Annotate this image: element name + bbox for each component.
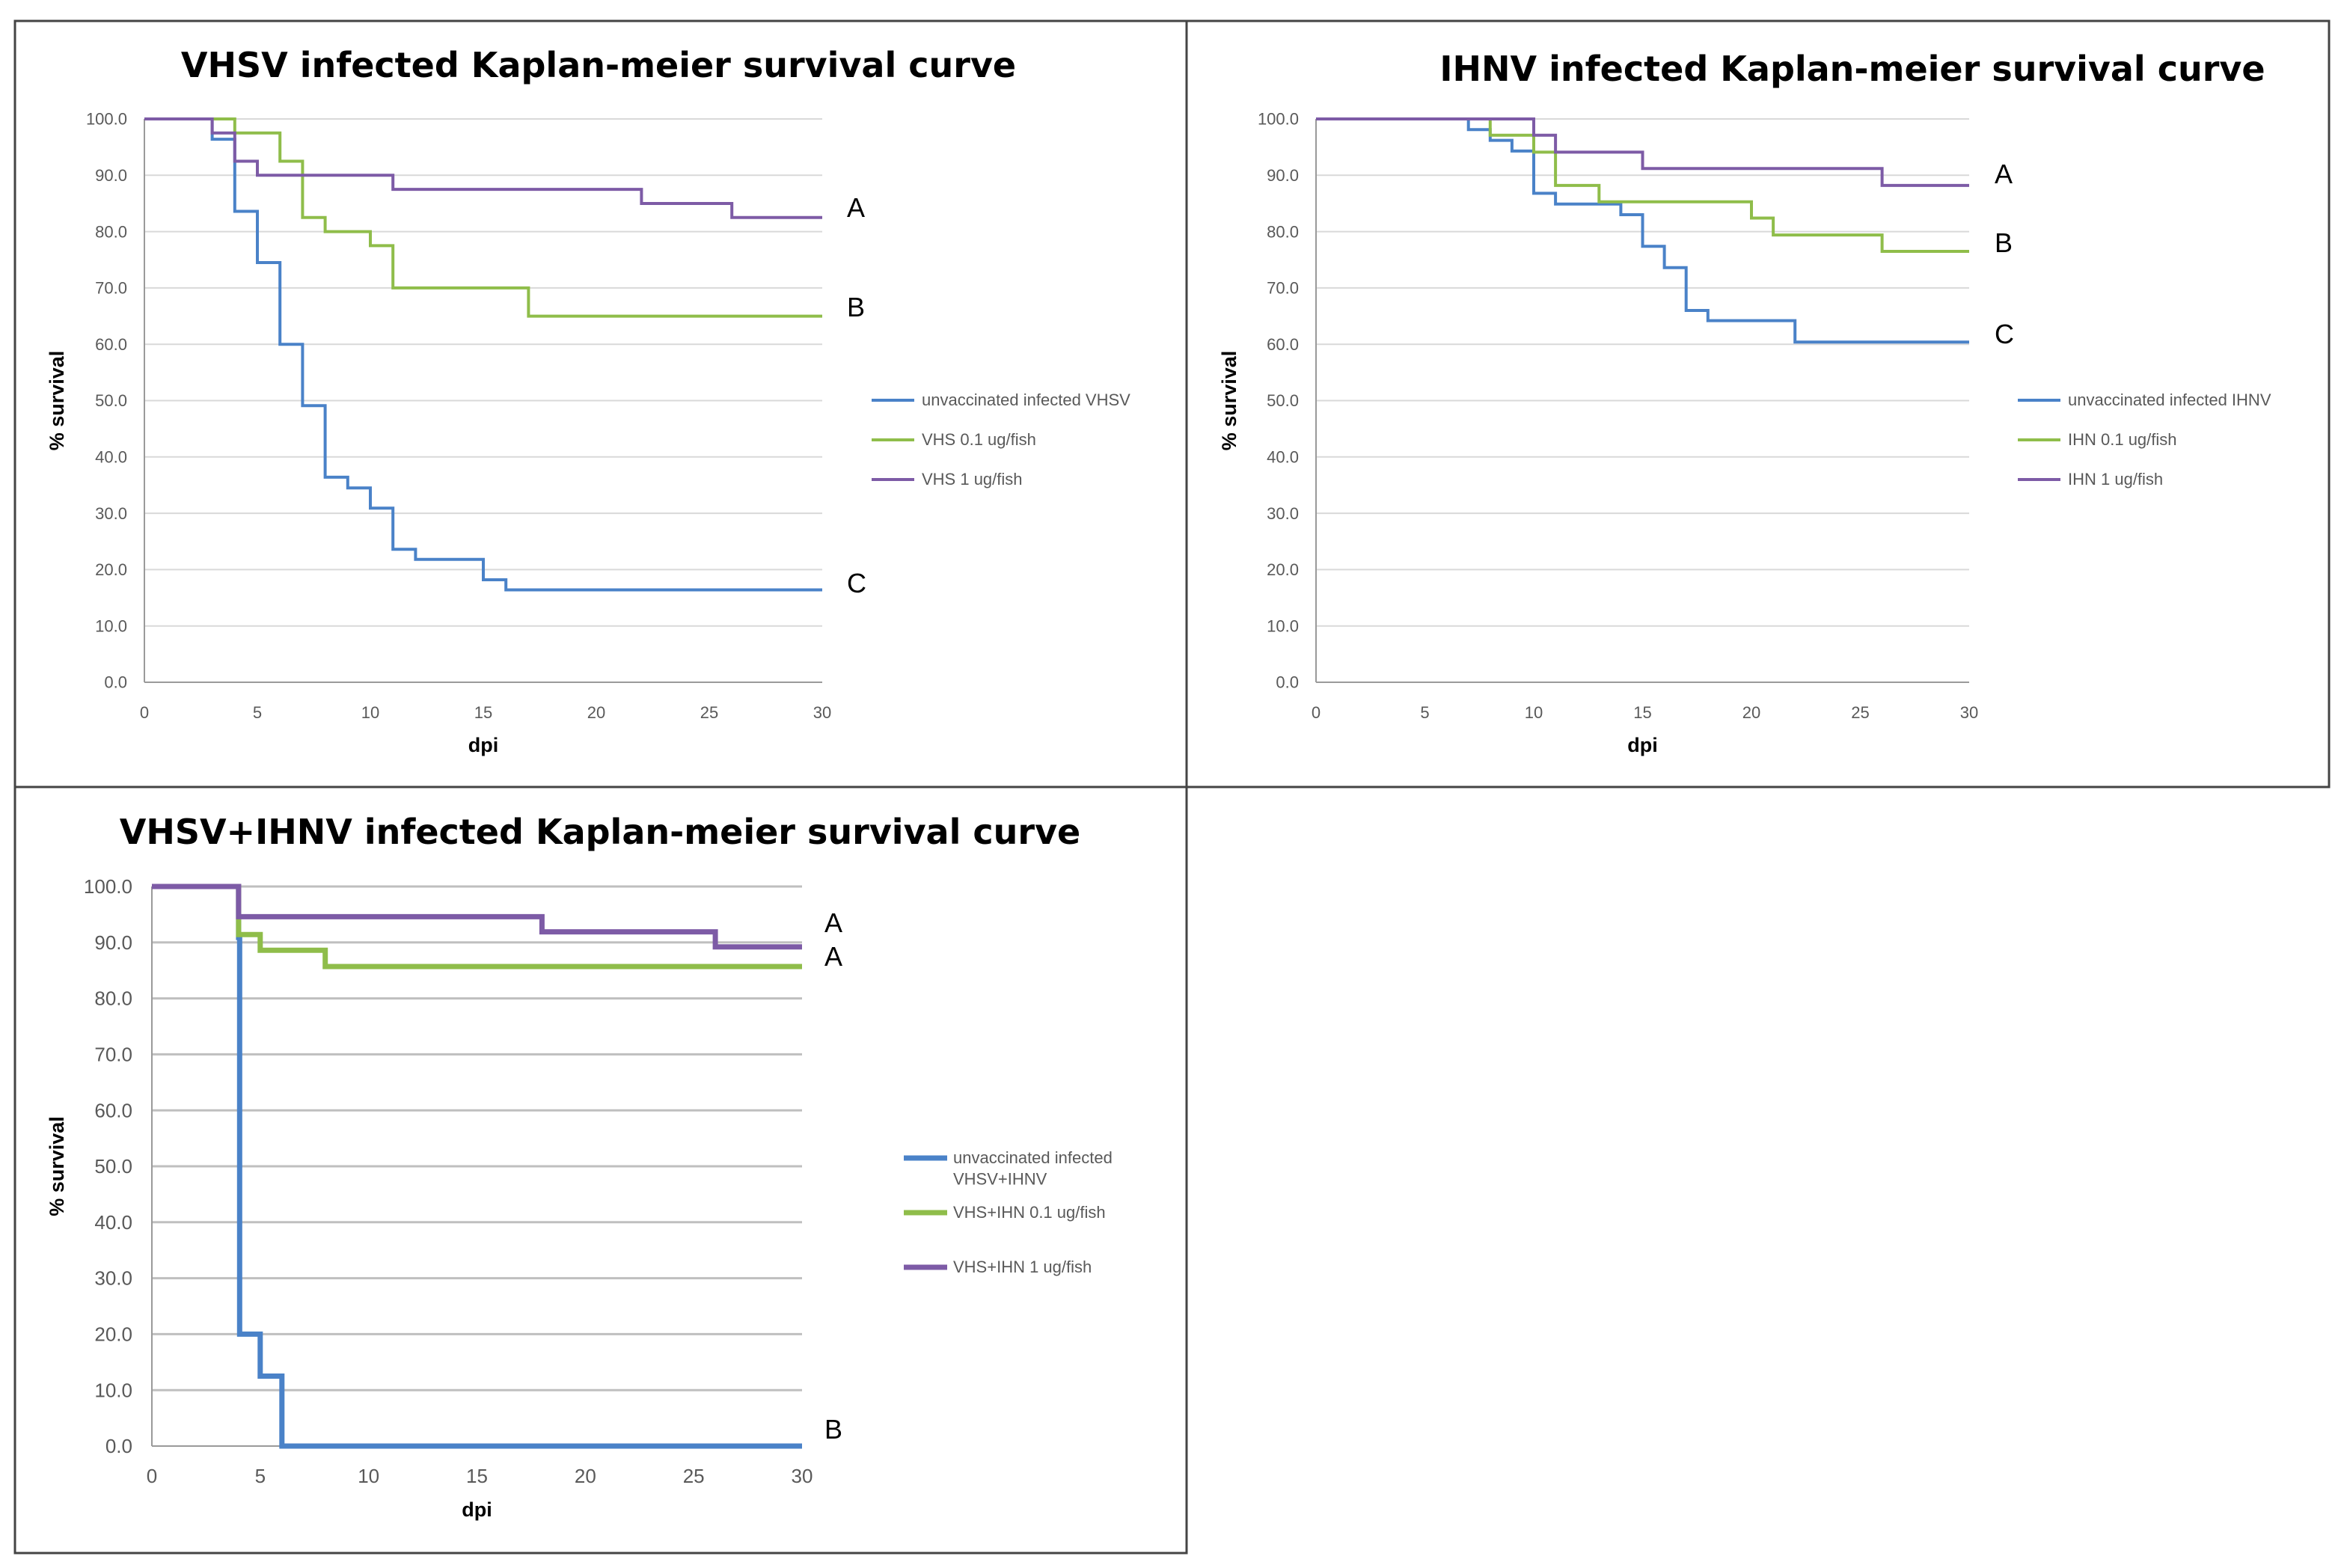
- y-axis-label: % survival: [46, 351, 68, 451]
- chart-title: VHSV infected Kaplan-meier survival curv…: [181, 45, 1016, 85]
- x-tick-label: 30: [1960, 703, 1978, 722]
- y-tick-label: 80.0: [1267, 222, 1299, 241]
- significance-letter: A: [824, 941, 842, 972]
- y-tick-label: 10.0: [95, 616, 127, 635]
- x-tick-label: 15: [466, 1465, 488, 1487]
- x-tick-label: 10: [361, 703, 379, 722]
- significance-letter: B: [824, 1414, 842, 1445]
- legend-label: VHS+IHN 0.1 ug/fish: [953, 1203, 1106, 1222]
- y-tick-label: 100.0: [84, 875, 132, 898]
- series-line-green: [144, 117, 822, 318]
- significance-letter: B: [847, 292, 865, 322]
- y-tick-label: 50.0: [1267, 391, 1299, 410]
- x-tick-label: 0: [140, 703, 149, 722]
- x-tick-label: 25: [1851, 703, 1869, 722]
- significance-letter: C: [1995, 319, 2014, 349]
- series-line-green: [1316, 117, 1969, 253]
- y-tick-label: 50.0: [94, 1155, 132, 1177]
- legend-label: IHN 0.1 ug/fish: [2068, 430, 2177, 449]
- series-line-blue: [1316, 117, 1969, 344]
- y-axis-label: % survival: [46, 1116, 68, 1216]
- y-tick-label: 60.0: [1267, 335, 1299, 354]
- y-tick-label: 70.0: [1267, 279, 1299, 298]
- y-tick-label: 90.0: [1267, 166, 1299, 185]
- series-line-purple: [144, 117, 822, 219]
- chart-panel-2: IHNV infected Kaplan-meier survival curv…: [1218, 49, 2271, 756]
- x-tick-label: 10: [1525, 703, 1543, 722]
- y-tick-label: 0.0: [1276, 673, 1299, 692]
- x-tick-label: 20: [587, 703, 605, 722]
- chart-panel-1: VHSV infected Kaplan-meier survival curv…: [46, 45, 1130, 756]
- x-tick-label: 10: [358, 1465, 379, 1487]
- y-tick-label: 20.0: [94, 1323, 132, 1346]
- x-tick-label: 25: [700, 703, 718, 722]
- x-tick-label: 25: [683, 1465, 705, 1487]
- x-axis-label: dpi: [1627, 734, 1658, 756]
- chart-title: IHNV infected Kaplan-meier survival curv…: [1439, 49, 2265, 89]
- panel-frame-combined: [13, 787, 1188, 1555]
- y-tick-label: 70.0: [94, 1044, 132, 1066]
- x-tick-label: 0: [1312, 703, 1321, 722]
- y-tick-label: 40.0: [95, 448, 127, 467]
- y-tick-label: 90.0: [95, 166, 127, 185]
- legend-label: unvaccinated infected VHSV: [922, 391, 1130, 409]
- legend-label: unvaccinated infected IHNV: [2068, 391, 2271, 409]
- y-tick-label: 70.0: [95, 279, 127, 298]
- chart-title: VHSV+IHNV infected Kaplan-meier survival…: [120, 812, 1081, 852]
- y-tick-label: 60.0: [95, 335, 127, 354]
- y-tick-label: 0.0: [104, 673, 127, 692]
- significance-letter: C: [847, 568, 866, 598]
- significance-letter: A: [824, 907, 842, 938]
- y-axis-label: % survival: [1218, 351, 1240, 451]
- x-tick-label: 20: [575, 1465, 596, 1487]
- y-tick-label: 80.0: [94, 987, 132, 1010]
- series-line-green: [152, 883, 802, 970]
- y-tick-label: 40.0: [1267, 448, 1299, 467]
- y-tick-label: 80.0: [95, 222, 127, 241]
- y-tick-label: 10.0: [1267, 616, 1299, 635]
- series-line-blue: [144, 117, 822, 592]
- x-axis-label: dpi: [468, 734, 499, 756]
- legend-label-line: VHSV+IHNV: [953, 1170, 1047, 1189]
- legend-label-line: unvaccinated infected: [953, 1148, 1113, 1167]
- y-tick-label: 20.0: [1267, 560, 1299, 579]
- significance-letter: A: [847, 192, 865, 223]
- series-line-purple: [152, 883, 802, 950]
- legend-label: IHN 1 ug/fish: [2068, 470, 2163, 489]
- x-tick-label: 0: [147, 1465, 157, 1487]
- y-tick-label: 60.0: [94, 1099, 132, 1121]
- x-tick-label: 30: [792, 1465, 813, 1487]
- y-tick-label: 0.0: [105, 1435, 132, 1457]
- x-tick-label: 5: [255, 1465, 266, 1487]
- y-tick-label: 30.0: [95, 504, 127, 523]
- significance-letter: B: [1995, 227, 2013, 258]
- x-tick-label: 20: [1742, 703, 1760, 722]
- y-tick-label: 50.0: [95, 391, 127, 410]
- legend-label: VHS+IHN 1 ug/fish: [953, 1258, 1092, 1276]
- y-tick-label: 30.0: [1267, 504, 1299, 523]
- x-tick-label: 15: [474, 703, 492, 722]
- panel-frame-ihnv: [1185, 19, 2331, 788]
- series-line-purple: [1316, 117, 1969, 187]
- y-tick-label: 10.0: [94, 1379, 132, 1401]
- x-axis-label: dpi: [462, 1498, 492, 1521]
- significance-letter: A: [1995, 159, 2013, 189]
- y-tick-label: 20.0: [95, 560, 127, 579]
- x-tick-label: 30: [813, 703, 831, 722]
- chart-panel-3: VHSV+IHNV infected Kaplan-meier survival…: [46, 812, 1113, 1521]
- legend-label: VHS 1 ug/fish: [922, 470, 1023, 489]
- x-tick-label: 15: [1633, 703, 1651, 722]
- y-tick-label: 100.0: [86, 110, 127, 129]
- y-tick-label: 30.0: [94, 1267, 132, 1290]
- y-tick-label: 100.0: [1258, 110, 1299, 129]
- legend-label: unvaccinated infected VHSV+IHNV: [953, 1148, 1113, 1189]
- x-tick-label: 5: [253, 703, 262, 722]
- legend-label: VHS 0.1 ug/fish: [922, 430, 1036, 449]
- y-tick-label: 40.0: [94, 1211, 132, 1234]
- y-tick-label: 90.0: [94, 931, 132, 954]
- x-tick-label: 5: [1420, 703, 1429, 722]
